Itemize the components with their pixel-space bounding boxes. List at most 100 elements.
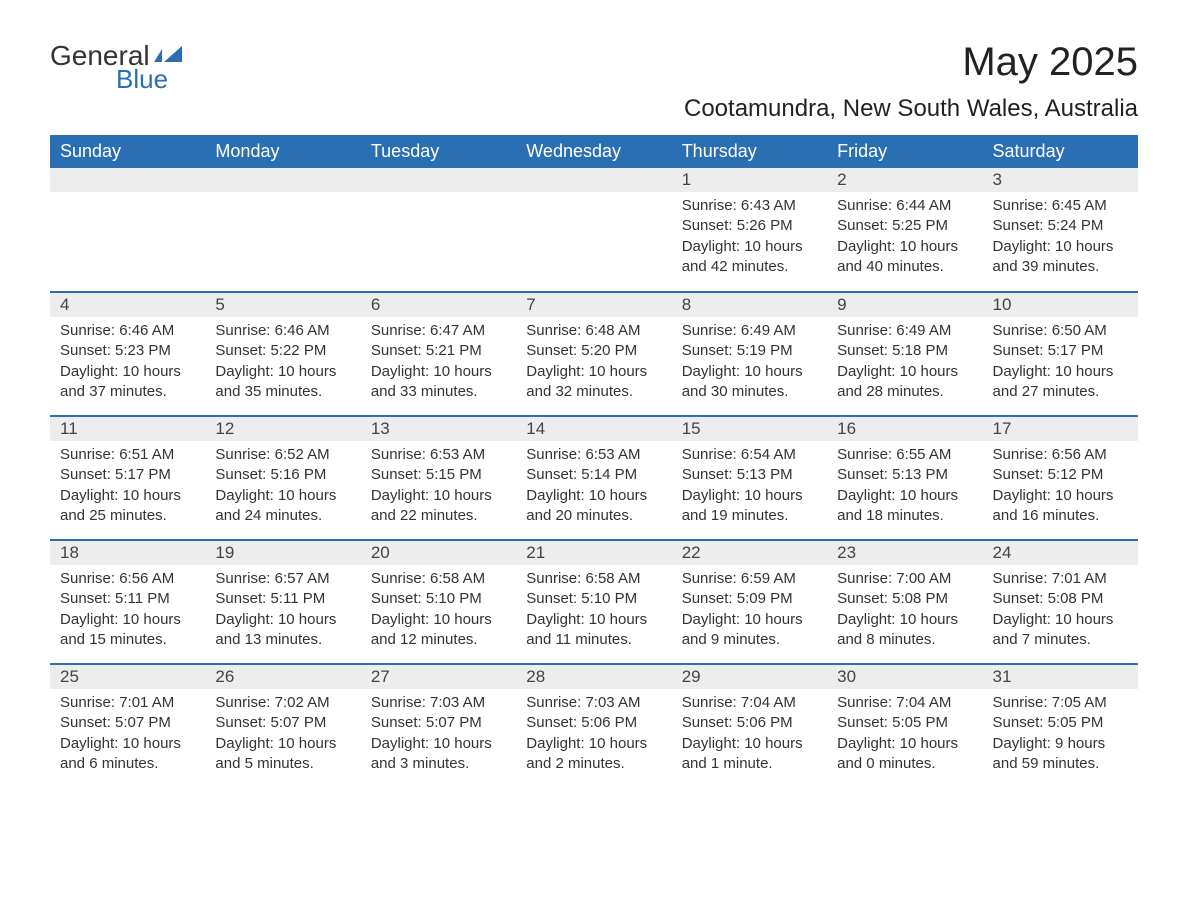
- calendar-day-cell: 8Sunrise: 6:49 AMSunset: 5:19 PMDaylight…: [672, 292, 827, 416]
- calendar-day-cell: 31Sunrise: 7:05 AMSunset: 5:05 PMDayligh…: [983, 664, 1138, 788]
- day-number: 12: [205, 417, 360, 441]
- day-details: Sunrise: 6:53 AMSunset: 5:14 PMDaylight:…: [516, 441, 671, 534]
- day-number-empty: [361, 168, 516, 192]
- day-number: 27: [361, 665, 516, 689]
- day-number: 7: [516, 293, 671, 317]
- calendar-week-row: 4Sunrise: 6:46 AMSunset: 5:23 PMDaylight…: [50, 292, 1138, 416]
- day-number: 15: [672, 417, 827, 441]
- calendar-day-cell: 20Sunrise: 6:58 AMSunset: 5:10 PMDayligh…: [361, 540, 516, 664]
- day-number: 16: [827, 417, 982, 441]
- day-details: Sunrise: 6:57 AMSunset: 5:11 PMDaylight:…: [205, 565, 360, 658]
- calendar-day-cell: 19Sunrise: 6:57 AMSunset: 5:11 PMDayligh…: [205, 540, 360, 664]
- calendar-day-cell: 23Sunrise: 7:00 AMSunset: 5:08 PMDayligh…: [827, 540, 982, 664]
- day-number: 28: [516, 665, 671, 689]
- logo-text-blue: Blue: [116, 64, 168, 95]
- weekday-header: Wednesday: [516, 135, 671, 168]
- day-number: 1: [672, 168, 827, 192]
- calendar-day-cell: 22Sunrise: 6:59 AMSunset: 5:09 PMDayligh…: [672, 540, 827, 664]
- day-details: Sunrise: 6:46 AMSunset: 5:22 PMDaylight:…: [205, 317, 360, 410]
- day-number: 26: [205, 665, 360, 689]
- calendar-day-cell: [50, 168, 205, 292]
- day-details: Sunrise: 6:58 AMSunset: 5:10 PMDaylight:…: [516, 565, 671, 658]
- calendar-table: SundayMondayTuesdayWednesdayThursdayFrid…: [50, 135, 1138, 788]
- day-number-empty: [516, 168, 671, 192]
- day-details: Sunrise: 7:05 AMSunset: 5:05 PMDaylight:…: [983, 689, 1138, 782]
- weekday-header: Thursday: [672, 135, 827, 168]
- logo: General Blue: [50, 40, 182, 95]
- day-details: Sunrise: 7:02 AMSunset: 5:07 PMDaylight:…: [205, 689, 360, 782]
- day-number: 6: [361, 293, 516, 317]
- day-details: Sunrise: 7:01 AMSunset: 5:08 PMDaylight:…: [983, 565, 1138, 658]
- calendar-day-cell: 16Sunrise: 6:55 AMSunset: 5:13 PMDayligh…: [827, 416, 982, 540]
- day-details: Sunrise: 7:04 AMSunset: 5:05 PMDaylight:…: [827, 689, 982, 782]
- calendar-day-cell: 29Sunrise: 7:04 AMSunset: 5:06 PMDayligh…: [672, 664, 827, 788]
- day-details: Sunrise: 6:48 AMSunset: 5:20 PMDaylight:…: [516, 317, 671, 410]
- calendar-day-cell: 1Sunrise: 6:43 AMSunset: 5:26 PMDaylight…: [672, 168, 827, 292]
- day-details: Sunrise: 6:52 AMSunset: 5:16 PMDaylight:…: [205, 441, 360, 534]
- day-number: 20: [361, 541, 516, 565]
- calendar-day-cell: 10Sunrise: 6:50 AMSunset: 5:17 PMDayligh…: [983, 292, 1138, 416]
- calendar-week-row: 1Sunrise: 6:43 AMSunset: 5:26 PMDaylight…: [50, 168, 1138, 292]
- calendar-day-cell: 25Sunrise: 7:01 AMSunset: 5:07 PMDayligh…: [50, 664, 205, 788]
- calendar-week-row: 11Sunrise: 6:51 AMSunset: 5:17 PMDayligh…: [50, 416, 1138, 540]
- calendar-day-cell: [205, 168, 360, 292]
- day-number: 23: [827, 541, 982, 565]
- day-details: Sunrise: 6:49 AMSunset: 5:18 PMDaylight:…: [827, 317, 982, 410]
- calendar-day-cell: 13Sunrise: 6:53 AMSunset: 5:15 PMDayligh…: [361, 416, 516, 540]
- calendar-day-cell: [361, 168, 516, 292]
- day-details: Sunrise: 7:00 AMSunset: 5:08 PMDaylight:…: [827, 565, 982, 658]
- day-details: Sunrise: 6:44 AMSunset: 5:25 PMDaylight:…: [827, 192, 982, 285]
- day-number: 8: [672, 293, 827, 317]
- day-number: 5: [205, 293, 360, 317]
- header: General Blue May 2025 Cootamundra, New S…: [50, 40, 1138, 123]
- calendar-day-cell: [516, 168, 671, 292]
- day-details: Sunrise: 6:54 AMSunset: 5:13 PMDaylight:…: [672, 441, 827, 534]
- title-block: May 2025 Cootamundra, New South Wales, A…: [684, 40, 1138, 123]
- calendar-day-cell: 4Sunrise: 6:46 AMSunset: 5:23 PMDaylight…: [50, 292, 205, 416]
- day-number: 25: [50, 665, 205, 689]
- day-details: Sunrise: 6:47 AMSunset: 5:21 PMDaylight:…: [361, 317, 516, 410]
- day-details: Sunrise: 6:49 AMSunset: 5:19 PMDaylight:…: [672, 317, 827, 410]
- day-number: 13: [361, 417, 516, 441]
- calendar-day-cell: 5Sunrise: 6:46 AMSunset: 5:22 PMDaylight…: [205, 292, 360, 416]
- day-details: Sunrise: 6:56 AMSunset: 5:12 PMDaylight:…: [983, 441, 1138, 534]
- calendar-day-cell: 26Sunrise: 7:02 AMSunset: 5:07 PMDayligh…: [205, 664, 360, 788]
- calendar-day-cell: 24Sunrise: 7:01 AMSunset: 5:08 PMDayligh…: [983, 540, 1138, 664]
- calendar-body: 1Sunrise: 6:43 AMSunset: 5:26 PMDaylight…: [50, 168, 1138, 788]
- day-details: Sunrise: 6:59 AMSunset: 5:09 PMDaylight:…: [672, 565, 827, 658]
- calendar-day-cell: 2Sunrise: 6:44 AMSunset: 5:25 PMDaylight…: [827, 168, 982, 292]
- day-number: 18: [50, 541, 205, 565]
- calendar-day-cell: 28Sunrise: 7:03 AMSunset: 5:06 PMDayligh…: [516, 664, 671, 788]
- calendar-day-cell: 11Sunrise: 6:51 AMSunset: 5:17 PMDayligh…: [50, 416, 205, 540]
- calendar-day-cell: 6Sunrise: 6:47 AMSunset: 5:21 PMDaylight…: [361, 292, 516, 416]
- day-details: Sunrise: 6:45 AMSunset: 5:24 PMDaylight:…: [983, 192, 1138, 285]
- day-details: Sunrise: 6:43 AMSunset: 5:26 PMDaylight:…: [672, 192, 827, 285]
- day-number: 22: [672, 541, 827, 565]
- calendar-day-cell: 9Sunrise: 6:49 AMSunset: 5:18 PMDaylight…: [827, 292, 982, 416]
- calendar-day-cell: 3Sunrise: 6:45 AMSunset: 5:24 PMDaylight…: [983, 168, 1138, 292]
- day-number-empty: [205, 168, 360, 192]
- day-number: 29: [672, 665, 827, 689]
- weekday-header: Sunday: [50, 135, 205, 168]
- day-number: 30: [827, 665, 982, 689]
- day-details: Sunrise: 7:01 AMSunset: 5:07 PMDaylight:…: [50, 689, 205, 782]
- calendar-week-row: 18Sunrise: 6:56 AMSunset: 5:11 PMDayligh…: [50, 540, 1138, 664]
- day-details: Sunrise: 6:53 AMSunset: 5:15 PMDaylight:…: [361, 441, 516, 534]
- day-details: Sunrise: 6:56 AMSunset: 5:11 PMDaylight:…: [50, 565, 205, 658]
- page-title: May 2025: [684, 40, 1138, 85]
- day-number: 9: [827, 293, 982, 317]
- day-details: Sunrise: 6:58 AMSunset: 5:10 PMDaylight:…: [361, 565, 516, 658]
- day-number: 17: [983, 417, 1138, 441]
- calendar-day-cell: 12Sunrise: 6:52 AMSunset: 5:16 PMDayligh…: [205, 416, 360, 540]
- calendar-day-cell: 17Sunrise: 6:56 AMSunset: 5:12 PMDayligh…: [983, 416, 1138, 540]
- day-number: 14: [516, 417, 671, 441]
- calendar-day-cell: 21Sunrise: 6:58 AMSunset: 5:10 PMDayligh…: [516, 540, 671, 664]
- weekday-header: Saturday: [983, 135, 1138, 168]
- day-number: 31: [983, 665, 1138, 689]
- day-number: 10: [983, 293, 1138, 317]
- day-details: Sunrise: 7:03 AMSunset: 5:07 PMDaylight:…: [361, 689, 516, 782]
- day-number: 19: [205, 541, 360, 565]
- day-details: Sunrise: 6:55 AMSunset: 5:13 PMDaylight:…: [827, 441, 982, 534]
- day-number-empty: [50, 168, 205, 192]
- day-number: 21: [516, 541, 671, 565]
